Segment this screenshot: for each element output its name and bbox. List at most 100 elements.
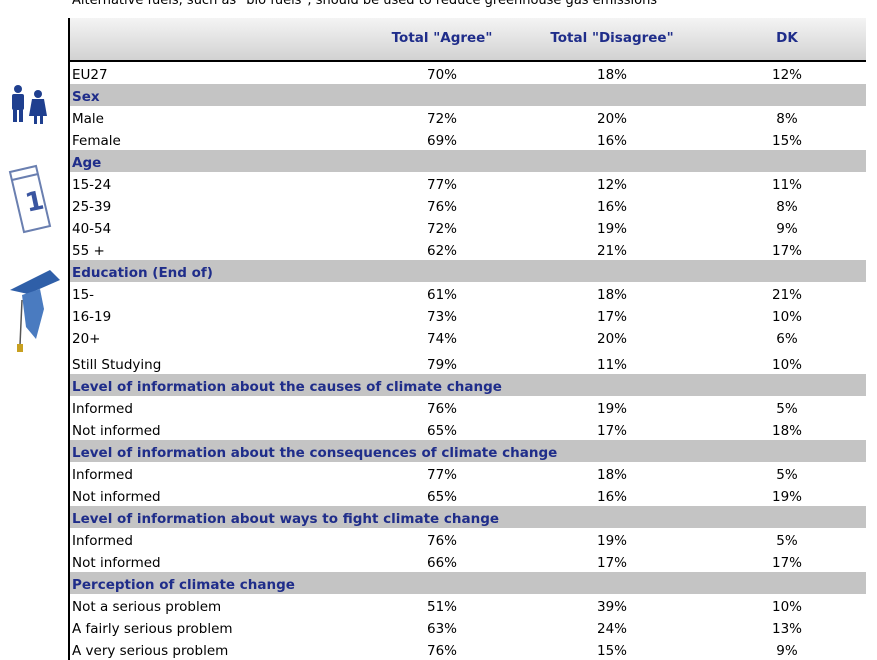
data-row: EU27 70% 18% 12% — [70, 62, 866, 84]
cell-value: 73% — [426, 309, 457, 325]
icons: 1 — [8, 85, 60, 352]
cell-value: 20% — [596, 331, 627, 347]
data-row: 25-39 76% 16% 8% — [70, 194, 866, 216]
data-row: Informed 76% 19% 5% — [70, 528, 866, 550]
title: Alternative fuels, such as "bio fuels", … — [72, 0, 658, 8]
cell-value: 11% — [596, 357, 627, 373]
cell-value: 72% — [426, 111, 457, 127]
section-label: Level of information about the causes of… — [72, 379, 502, 395]
data-row: Not a serious problem 51% 39% 10% — [70, 594, 866, 616]
cell-value: 77% — [426, 177, 457, 193]
row-label: Female — [72, 133, 121, 149]
section-row: Age — [70, 150, 866, 172]
cell-value: 6% — [776, 331, 798, 347]
section-row: Level of information about the causes of… — [70, 374, 866, 396]
row-label: Not informed — [72, 489, 161, 505]
section-row: Level of information about the consequen… — [70, 440, 866, 462]
section-row: Level of information about ways to fight… — [70, 506, 866, 528]
row-label: 15-24 — [72, 177, 112, 193]
cell-value: 8% — [776, 111, 798, 127]
cell-value: 21% — [596, 243, 627, 259]
cell-value: 19% — [596, 401, 627, 417]
cell-value: 66% — [426, 555, 457, 571]
cell-value: 65% — [426, 489, 457, 505]
cell-value: 62% — [426, 243, 457, 259]
cell-value: 79% — [426, 357, 457, 373]
cell-value: 74% — [426, 331, 457, 347]
cell-value: 17% — [771, 243, 802, 259]
cell-value: 51% — [426, 599, 457, 615]
cell-value: 18% — [596, 467, 627, 483]
cell-value: 9% — [776, 221, 798, 237]
row-label: A fairly serious problem — [72, 621, 233, 637]
section-label: Level of information about the consequen… — [72, 445, 558, 461]
cell-value: 15% — [771, 133, 802, 149]
row-label: Not informed — [72, 423, 161, 439]
row-label: Male — [72, 111, 104, 127]
section-label: Age — [72, 155, 102, 171]
cell-value: 63% — [426, 621, 457, 637]
row-label: 25-39 — [72, 199, 112, 215]
cell-value: 19% — [596, 533, 627, 549]
cell-value: 76% — [426, 643, 457, 659]
graduation-icon — [10, 270, 60, 352]
row-label: 15- — [72, 287, 95, 303]
data-row: 40-54 72% 19% 9% — [70, 216, 866, 238]
data-row: 20+ 74% 20% 6% — [70, 326, 866, 348]
section-row: Perception of climate change — [70, 572, 866, 594]
data-row: 15- 61% 18% 21% — [70, 282, 866, 304]
cell-value: 5% — [776, 467, 798, 483]
cell-value: 18% — [596, 67, 627, 83]
cell-value: 11% — [771, 177, 802, 193]
section-row: Education (End of) — [70, 260, 866, 282]
cell-value: 18% — [596, 287, 627, 303]
table-body: EU27 70% 18% 12% Sex Male 72% 20% 8% Female 69% 16%… — [68, 62, 866, 660]
cell-value: 8% — [776, 199, 798, 215]
cell-value: 10% — [771, 357, 802, 373]
data-row: 55 + 62% 21% 17% — [70, 238, 866, 260]
data-row: Not informed 65% 16% 19% — [70, 484, 866, 506]
section-label: Sex — [72, 89, 100, 105]
data-row: Not informed 65% 17% 18% — [70, 418, 866, 440]
data-row: Male 72% 20% 8% — [70, 106, 866, 128]
row-label: 55 + — [72, 243, 105, 259]
cell-value: 18% — [771, 423, 802, 439]
cell-value: 76% — [426, 533, 457, 549]
cell-value: 12% — [771, 67, 802, 83]
cell-value: 70% — [426, 67, 457, 83]
row-label: 40-54 — [72, 221, 112, 237]
cell-value: 13% — [771, 621, 802, 637]
row-label: 16-19 — [72, 309, 112, 325]
cell-value: 5% — [776, 401, 798, 417]
column-header: Total "Disagree" — [550, 30, 674, 46]
cell-value: 76% — [426, 401, 457, 417]
cell-value: 17% — [596, 309, 627, 325]
cell-value: 39% — [596, 599, 627, 615]
cell-value: 69% — [426, 133, 457, 149]
cell-value: 19% — [596, 221, 627, 237]
data-row: Still Studying 79% 11% 10% — [70, 348, 866, 374]
calendar-icon: 1 — [8, 164, 52, 234]
section-label: Education (End of) — [72, 265, 213, 281]
data-row: A very serious problem 76% 15% 9% — [70, 638, 866, 660]
cell-value: 10% — [771, 599, 802, 615]
row-label: Informed — [72, 467, 133, 483]
cell-value: 24% — [596, 621, 627, 637]
cell-value: 10% — [771, 309, 802, 325]
people-icon — [12, 85, 47, 124]
section-label: Perception of climate change — [72, 577, 295, 593]
data-row: A fairly serious problem 63% 24% 13% — [70, 616, 866, 638]
cell-value: 16% — [596, 489, 627, 505]
row-label: A very serious problem — [72, 643, 229, 659]
cell-value: 5% — [776, 533, 798, 549]
cell-value: 77% — [426, 467, 457, 483]
row-label: Still Studying — [72, 357, 162, 373]
data-row: 15-24 77% 12% 11% — [70, 172, 866, 194]
section-row: Sex — [70, 84, 866, 106]
data-row: Female 69% 16% 15% — [70, 128, 866, 150]
cell-value: 9% — [776, 643, 798, 659]
cell-value: 16% — [596, 133, 627, 149]
cell-value: 20% — [596, 111, 627, 127]
row-label: EU27 — [72, 67, 108, 83]
